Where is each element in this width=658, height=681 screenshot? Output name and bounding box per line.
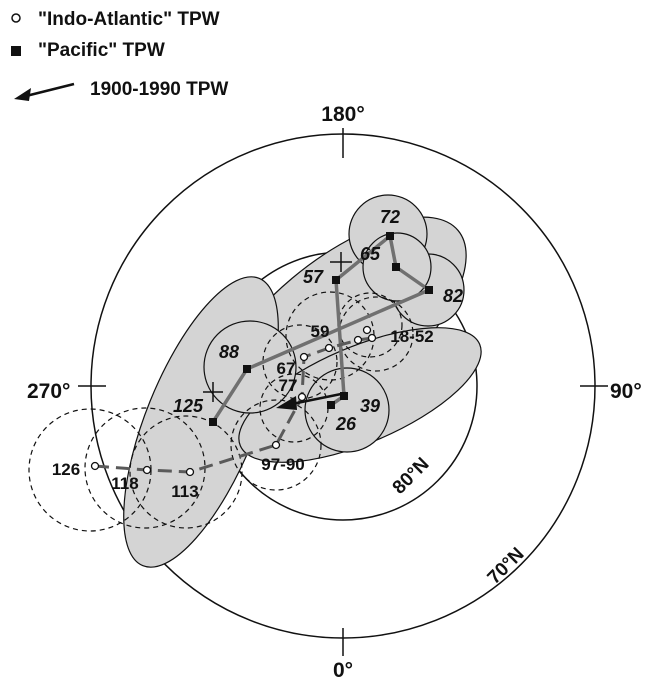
age-label-88: 88 xyxy=(219,342,239,362)
label-180: 180° xyxy=(321,103,364,126)
indo-atlantic-age-labels: 59 18-52 67 77 97-90 126 118 113 xyxy=(52,322,434,501)
age-label-39: 39 xyxy=(360,396,380,416)
pacific-pole-125 xyxy=(209,418,217,426)
plus-markers xyxy=(203,252,352,402)
indo-pole-97-90 xyxy=(271,440,281,450)
filled-square-marker xyxy=(11,46,21,56)
label-70n: 70°N xyxy=(484,544,529,589)
circle-113 xyxy=(129,415,243,529)
pacific-pole-65 xyxy=(392,263,400,271)
age-label-118: 118 xyxy=(111,474,138,493)
age-label-125: 125 xyxy=(173,396,204,416)
diagram-recent-arrowhead xyxy=(276,396,297,410)
indo-pole-59 xyxy=(324,343,334,353)
circle-97-90 xyxy=(230,399,322,491)
age-label-65: 65 xyxy=(360,244,381,264)
indo-pole-18-52-b xyxy=(362,325,372,335)
age-label-126: 126 xyxy=(52,460,80,479)
pacific-pole-26 xyxy=(327,401,335,409)
diagram-recent-arrow-shaft xyxy=(291,391,347,406)
pacific-poles xyxy=(209,232,433,426)
label-270: 270° xyxy=(27,380,70,403)
indo-pole-18-52-a xyxy=(353,335,363,345)
age-label-18-52: 18-52 xyxy=(390,327,433,346)
pacific-tpw-path xyxy=(211,234,431,423)
pacific-pole-82 xyxy=(425,286,433,294)
pacific-age-labels: 72 65 57 82 88 125 39 26 xyxy=(173,207,463,434)
pacific-pole-72 xyxy=(386,232,394,240)
indo-pole-67 xyxy=(299,352,309,362)
legend-recent: 1900-1990 TPW xyxy=(90,79,228,100)
age-label-67: 67 xyxy=(277,359,296,378)
legend-pacific: "Pacific" TPW xyxy=(38,40,165,61)
indo-pole-18-52-c xyxy=(367,333,377,343)
pacific-confidence-ellipses xyxy=(123,194,482,568)
age-label-77: 77 xyxy=(279,376,298,395)
indo-pole-77 xyxy=(297,392,307,402)
circle-18-52-b xyxy=(338,296,414,372)
indo-atlantic-poles xyxy=(90,325,377,477)
indo-pole-126 xyxy=(90,461,100,471)
label-80n: 80°N xyxy=(389,454,434,499)
age-label-26: 26 xyxy=(335,414,357,434)
legend-indo-atlantic: "Indo-Atlantic" TPW xyxy=(38,9,220,30)
recent-tpw-arrowhead xyxy=(14,88,31,101)
label-0: 0° xyxy=(333,659,353,681)
age-label-72: 72 xyxy=(380,207,400,227)
pacific-pole-39 xyxy=(340,392,348,400)
recent-tpw-arrow-shaft xyxy=(25,82,75,98)
pacific-pole-88 xyxy=(243,365,251,373)
indo-pole-113 xyxy=(185,467,195,477)
pacific-pole-57 xyxy=(332,276,340,284)
age-label-57: 57 xyxy=(303,267,324,287)
legend: "Indo-Atlantic" TPW "Pacific" TPW 1900-1… xyxy=(11,9,228,101)
age-label-113: 113 xyxy=(171,482,198,501)
age-label-59: 59 xyxy=(311,322,330,341)
indo-pole-118 xyxy=(142,465,152,475)
open-circle-marker xyxy=(11,13,21,23)
age-label-82: 82 xyxy=(443,286,463,306)
label-90: 90° xyxy=(610,380,642,403)
age-label-97-90: 97-90 xyxy=(261,455,304,474)
